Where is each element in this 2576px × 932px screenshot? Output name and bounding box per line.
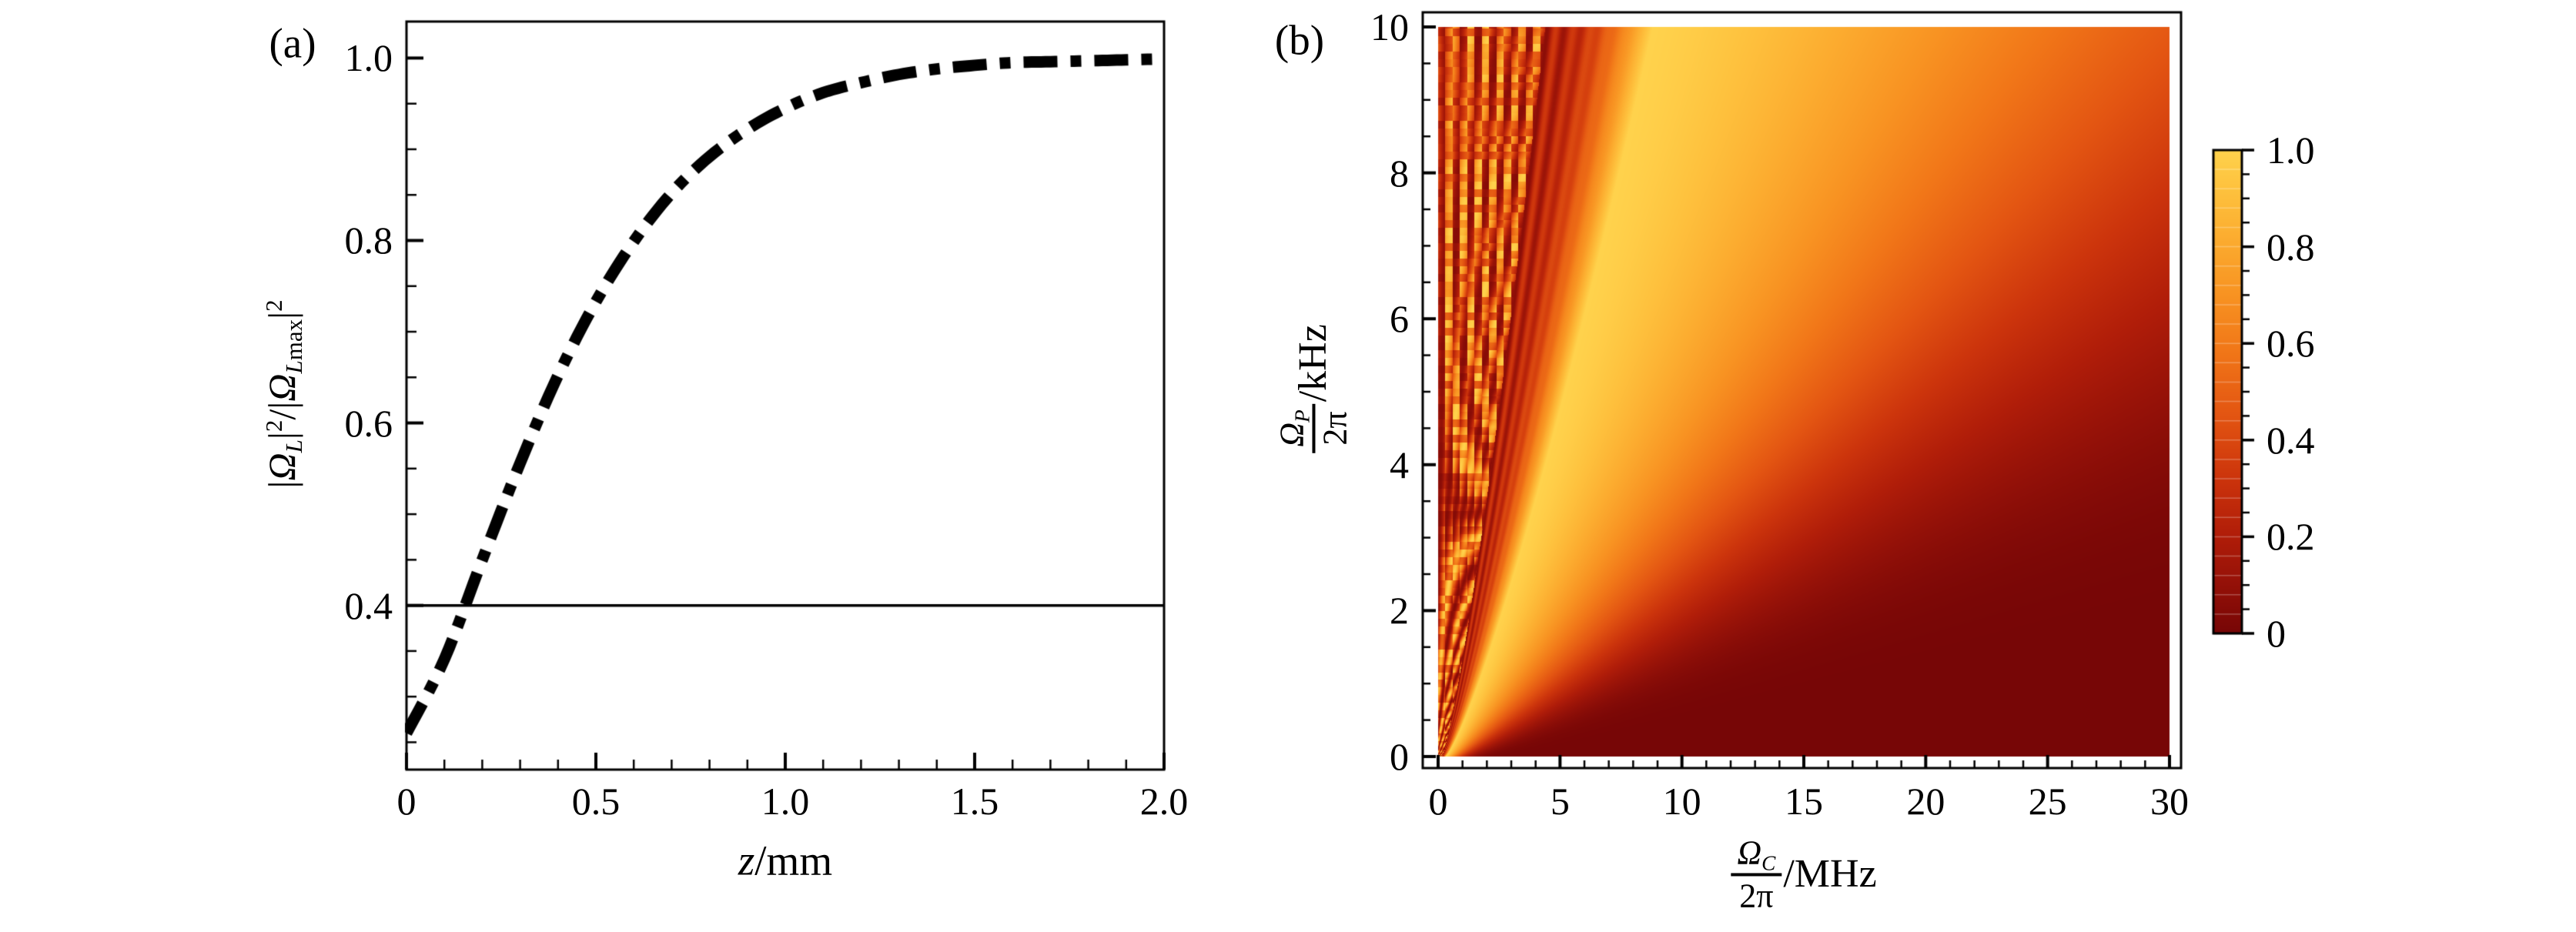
- colorbar-tick-label: 0.8: [2267, 225, 2315, 269]
- panel-a-x-tick-label: 0: [396, 780, 417, 823]
- ylabel-sub-P: P: [1290, 409, 1314, 423]
- panel-a-xaxis-label: z/mm: [738, 840, 832, 882]
- xlabel-denominator: 2π: [1739, 877, 1774, 914]
- ylabel-sub-max: max: [279, 319, 307, 361]
- xlabel-unit: /mm: [754, 837, 833, 884]
- panel-b-xaxis-label: ΩC 2π /MHz: [1731, 833, 1877, 914]
- panel-b-x-tick-label: 5: [1550, 780, 1570, 823]
- panel-b-x-tick-label: 15: [1785, 780, 1823, 823]
- panel-a-y-tick-label: 0.4: [344, 583, 393, 627]
- ylabel-denominator: 2π: [1316, 411, 1353, 446]
- colorbar-tick-label: 0: [2267, 612, 2286, 655]
- panel-b-yaxis-label: ΩP 2π /kHz: [1273, 324, 1353, 453]
- panel-a-y-tick-label: 0.6: [344, 401, 393, 445]
- panel-b-label: (b): [1274, 16, 1325, 64]
- panel-b-y-tick-label: 0: [1390, 735, 1409, 778]
- ylabel-bar: |: [260, 432, 303, 440]
- xlabel-fraction: ΩC 2π: [1731, 833, 1782, 914]
- panel-b-y-tick-label: 4: [1390, 443, 1409, 486]
- panel-a-x-tick-label: 0.5: [571, 780, 621, 823]
- ylabel-fraction: ΩP 2π: [1273, 403, 1353, 453]
- ylabel-sup-2: 2: [259, 299, 287, 312]
- ylabel-bar: |: [260, 311, 303, 319]
- panel-b-x-tick-label: 30: [2150, 780, 2189, 823]
- xlabel-unit: /MHz: [1783, 852, 1877, 896]
- panel-b-x-tick-label: 10: [1662, 780, 1701, 823]
- ylabel-sup-2: 2: [259, 419, 287, 433]
- panel-a-y-tick-label: 1.0: [344, 36, 393, 80]
- panel-b-y-tick-label: 10: [1370, 5, 1409, 48]
- xlabel-sub-C: C: [1761, 851, 1776, 875]
- ylabel-sub-L: L: [279, 360, 307, 374]
- panel-a-yaxis-label: |ΩL|2/|ΩLmax|2: [259, 299, 307, 489]
- ylabel-omega: Ω: [260, 453, 303, 481]
- panel-a-x-tick-label: 1.5: [950, 780, 999, 823]
- panel-b-x-tick-label: 25: [2028, 780, 2067, 823]
- colorbar-tick-label: 0.2: [2267, 515, 2315, 559]
- ylabel-unit: /kHz: [1291, 324, 1335, 403]
- panel-b-y-tick-label: 8: [1390, 151, 1409, 195]
- ylabel-bar: |: [260, 401, 303, 409]
- colorbar-tick-label: 1.0: [2267, 129, 2315, 172]
- colorbar-tick-label: 0.4: [2267, 418, 2315, 462]
- ylabel-omega: Ω: [1273, 422, 1311, 447]
- panel-b-x-tick-label: 0: [1428, 780, 1448, 823]
- colorbar-tick-label: 0.6: [2267, 322, 2315, 366]
- panel-b-y-tick-label: 2: [1390, 589, 1409, 633]
- panel-a-label: (a): [269, 19, 316, 67]
- panel-a-x-tick-label: 2.0: [1139, 780, 1189, 823]
- panel-a-y-tick-label: 0.8: [344, 219, 393, 262]
- ylabel-sub-L: L: [279, 439, 307, 453]
- ylabel-omega: Ω: [260, 373, 303, 402]
- panel-b-y-tick-label: 6: [1390, 297, 1409, 341]
- panel-b-x-tick-label: 20: [1906, 780, 1945, 823]
- ylabel-bar: |: [260, 480, 303, 489]
- panel-a-x-tick-label: 1.0: [761, 780, 810, 823]
- xlabel-omega: Ω: [1737, 833, 1762, 872]
- xlabel-variable: z: [738, 837, 755, 884]
- ylabel-slash: /: [260, 409, 303, 420]
- ylabel-sub-Lmax: Lmax: [280, 319, 307, 374]
